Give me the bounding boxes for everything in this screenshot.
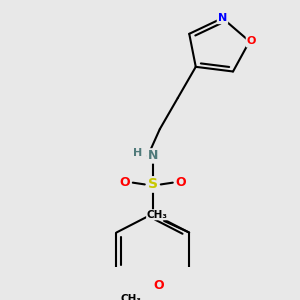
Text: O: O bbox=[119, 176, 130, 189]
Text: S: S bbox=[148, 177, 158, 191]
Text: CH₃: CH₃ bbox=[121, 294, 142, 300]
Text: H: H bbox=[133, 148, 142, 158]
Text: O: O bbox=[154, 280, 164, 292]
Text: N: N bbox=[148, 149, 158, 162]
Text: O: O bbox=[247, 36, 256, 46]
Text: N: N bbox=[218, 13, 227, 23]
Text: O: O bbox=[176, 176, 186, 189]
Text: CH₃: CH₃ bbox=[147, 210, 168, 220]
